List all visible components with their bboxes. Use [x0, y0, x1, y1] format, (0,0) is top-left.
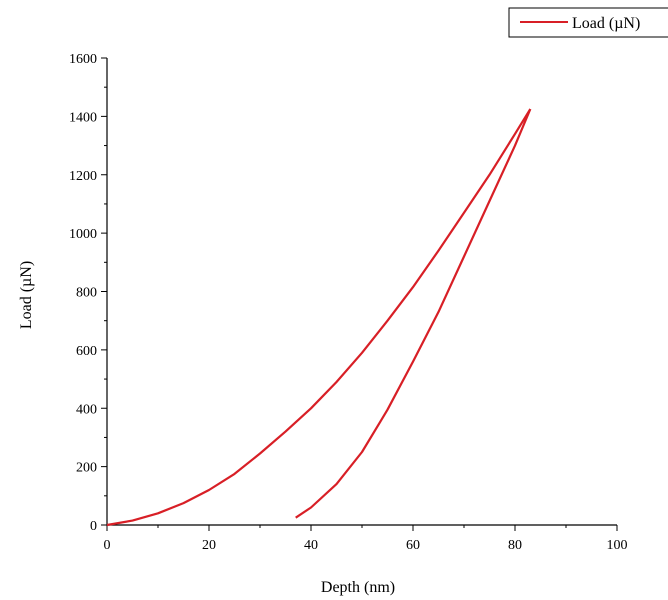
- x-tick-label: 20: [202, 538, 216, 553]
- x-tick-label: 60: [406, 538, 420, 553]
- y-tick-label: 1600: [69, 52, 97, 67]
- y-tick-label: 800: [76, 286, 97, 301]
- x-tick-label: 40: [304, 538, 318, 553]
- y-tick-label: 0: [90, 519, 97, 534]
- x-tick-label: 80: [508, 538, 522, 553]
- x-axis-label: Depth (nm): [321, 579, 395, 596]
- unloading-curve: [295, 108, 532, 519]
- axes: [106, 58, 617, 526]
- y-tick-label: 200: [76, 461, 97, 476]
- y-tick-label: 600: [76, 344, 97, 359]
- y-tick-label: 1400: [69, 110, 97, 125]
- axis-ticks: 0 20 40 60 80 1000200400600800100012001400160…: [69, 52, 628, 553]
- x-tick-label: 0: [104, 538, 111, 553]
- y-tick-label: 400: [76, 402, 97, 417]
- series-layer: [106, 108, 532, 527]
- legend: Load (µN): [508, 7, 668, 38]
- legend-label: Load (µN): [572, 15, 640, 32]
- y-tick-label: 1200: [69, 169, 97, 184]
- y-tick-label: 1000: [69, 227, 97, 242]
- x-tick-label: 100: [607, 538, 628, 553]
- y-axis-label: Load (µN): [18, 261, 35, 329]
- loading-curve: [106, 108, 532, 527]
